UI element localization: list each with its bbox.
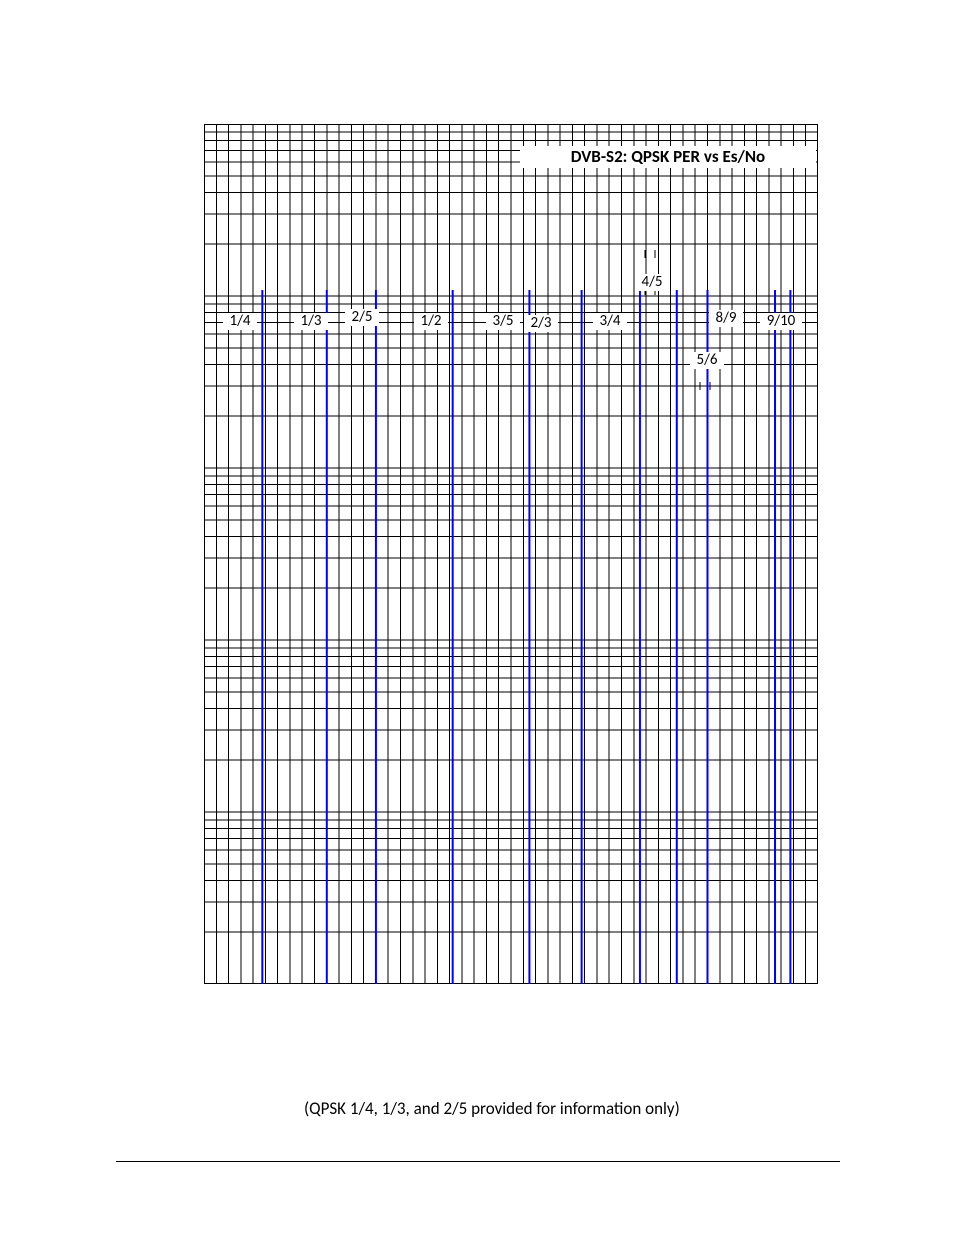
figure-caption: (QPSK 1/4, 1/3, and 2/5 provided for inf… (304, 1098, 680, 1119)
series-label-9-10: 9/10 (760, 313, 802, 330)
chart-grid (204, 124, 818, 984)
series-label-1-4: 1/4 (223, 313, 257, 330)
series-label-5-6: 5/6 (690, 352, 724, 369)
series-label-2-3: 2/3 (524, 315, 558, 332)
chart-title: DVB-S2: QPSK PER vs Es/No (520, 146, 816, 168)
chart-area (204, 124, 818, 984)
series-label-3-5: 3/5 (486, 313, 520, 330)
series-label-1-2: 1/2 (414, 313, 448, 330)
series-label-2-5: 2/5 (345, 309, 379, 326)
series-label-1-3: 1/3 (294, 313, 328, 330)
footer-rule (116, 1161, 840, 1162)
series-label-8-9: 8/9 (709, 310, 743, 327)
page: { "chart": { "type": "semilog-line", "ti… (0, 0, 954, 1235)
series-label-4-5: 4/5 (635, 274, 669, 291)
series-label-3-4: 3/4 (593, 313, 627, 330)
